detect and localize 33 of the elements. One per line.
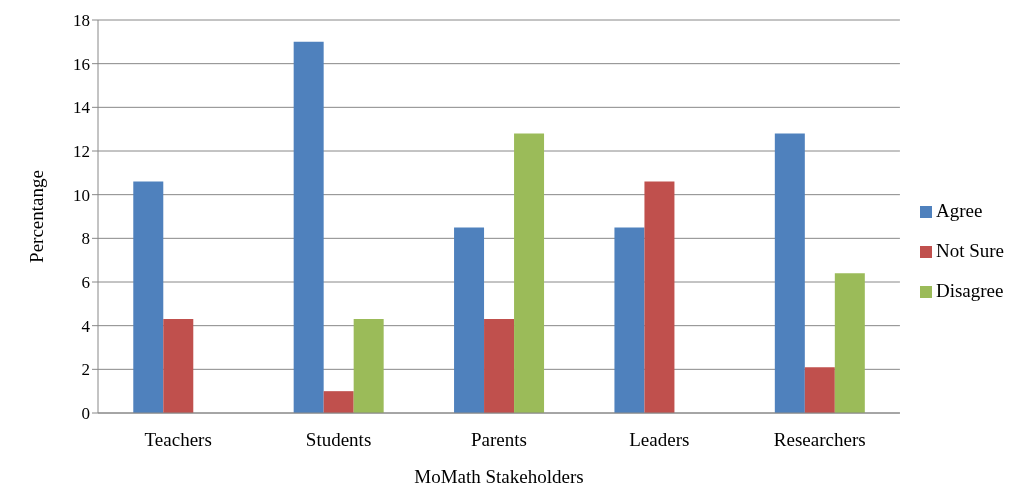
- y-tick-label: 8: [81, 229, 90, 249]
- x-tick-label: Leaders: [629, 429, 690, 451]
- bar: [804, 367, 835, 413]
- x-tick-label: Teachers: [144, 429, 212, 451]
- y-tick-label: 2: [81, 360, 90, 380]
- legend-label: Disagree: [935, 279, 1004, 301]
- x-axis-title: MoMath Stakeholders: [414, 466, 584, 487]
- y-tick-label: 6: [81, 273, 90, 293]
- bar: [133, 181, 164, 413]
- x-tick-label: Researchers: [773, 429, 866, 451]
- legend-label: Agree: [935, 199, 983, 221]
- bar: [644, 181, 675, 413]
- bar: [353, 319, 384, 413]
- y-tick-label: 16: [73, 54, 90, 74]
- bar: [514, 133, 545, 413]
- y-tick-label: 14: [73, 98, 91, 118]
- bar: [614, 227, 645, 413]
- y-tick-label: 10: [73, 185, 90, 205]
- y-tick-label: 4: [81, 316, 91, 336]
- legend-label: Not Sure: [935, 239, 1004, 261]
- bar: [293, 41, 324, 413]
- y-tick-label: 12: [73, 142, 90, 162]
- bar: [484, 319, 515, 413]
- bar: [163, 319, 194, 413]
- bar: [834, 273, 865, 413]
- x-tick-label: Students: [305, 429, 372, 451]
- x-tick-label: Parents: [470, 429, 527, 451]
- y-tick-label: 18: [73, 11, 90, 31]
- bar: [774, 133, 805, 413]
- bar: [323, 391, 354, 413]
- y-tick-label: 0: [81, 404, 90, 424]
- bar: [454, 227, 485, 413]
- y-axis-title: Percentange: [25, 170, 47, 263]
